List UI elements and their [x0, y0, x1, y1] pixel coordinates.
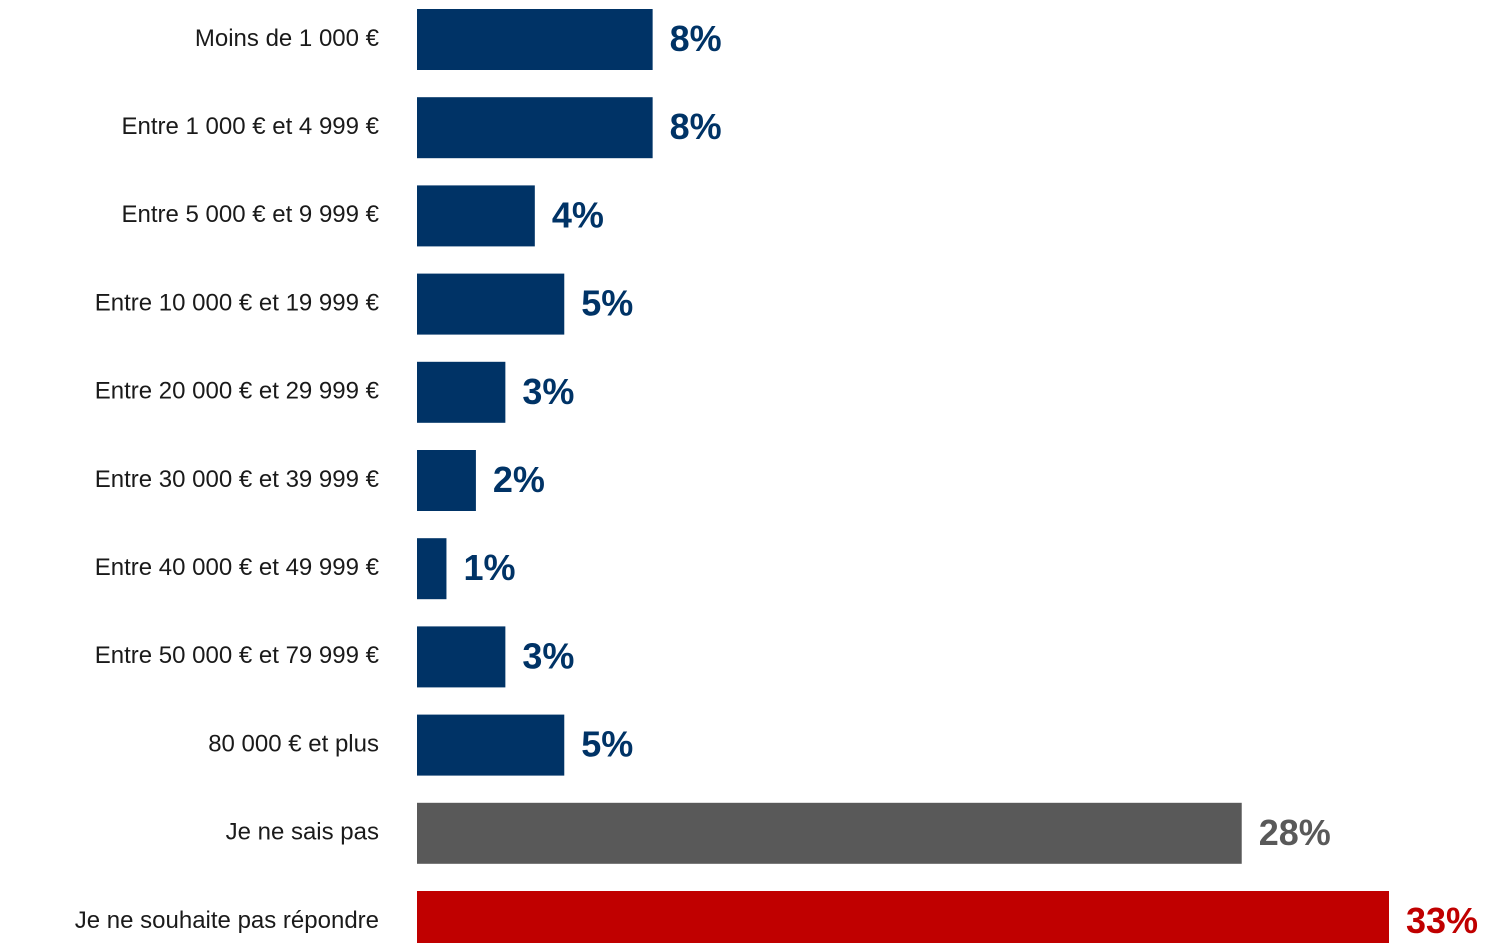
category-label: Entre 5 000 € et 9 999 € — [121, 201, 379, 228]
category-label: 80 000 € et plus — [208, 730, 379, 757]
category-label: Entre 20 000 € et 29 999 € — [95, 378, 380, 405]
value-label: 4% — [552, 194, 604, 235]
bar — [417, 273, 565, 335]
category-label: Je ne sais pas — [226, 819, 379, 846]
value-label: 28% — [1259, 812, 1331, 853]
value-label: 8% — [670, 18, 722, 59]
bar — [417, 802, 1242, 864]
value-label: 8% — [670, 106, 722, 147]
category-label: Entre 1 000 € et 4 999 € — [121, 113, 379, 140]
bar — [417, 538, 447, 600]
bar — [417, 361, 506, 423]
category-label: Entre 40 000 € et 49 999 € — [95, 554, 380, 581]
value-label: 2% — [493, 459, 545, 500]
category-label: Entre 50 000 € et 79 999 € — [95, 642, 380, 669]
bar — [417, 891, 1389, 943]
value-label: 5% — [581, 283, 633, 324]
value-label: 33% — [1406, 900, 1478, 941]
value-label: 3% — [522, 371, 574, 412]
bar — [417, 185, 535, 247]
category-label: Moins de 1 000 € — [195, 25, 380, 52]
bar — [417, 450, 476, 511]
value-label: 5% — [581, 724, 633, 765]
category-label: Entre 10 000 € et 19 999 € — [95, 289, 380, 316]
category-label: Entre 30 000 € et 39 999 € — [95, 466, 380, 493]
value-label: 1% — [463, 547, 515, 588]
bar — [417, 9, 653, 70]
bar — [417, 714, 565, 776]
value-label: 3% — [522, 635, 574, 676]
bar — [417, 626, 506, 688]
category-label: Je ne souhaite pas répondre — [75, 907, 379, 934]
bar — [417, 97, 653, 159]
